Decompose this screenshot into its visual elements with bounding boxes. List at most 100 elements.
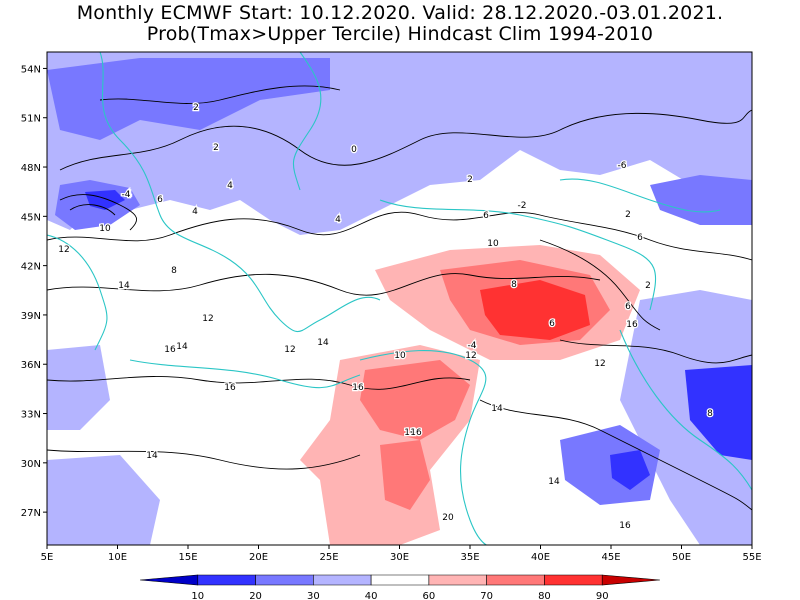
colorbar-tick-label: 30: [307, 591, 320, 600]
lon-tick-label: 45E: [601, 552, 620, 563]
contour-label: 6: [157, 195, 163, 205]
contour-label: -2: [518, 201, 527, 211]
contour-line: [59, 109, 752, 171]
colorbar-tick-label: 40: [365, 591, 378, 600]
contour-lines: [47, 85, 752, 511]
contour-label: 14: [548, 477, 560, 487]
coastlines: [47, 52, 752, 545]
colorbar-segment: [313, 574, 372, 586]
prob-region-turkey-darkred: [480, 280, 590, 340]
prob-region-levant-midred: [360, 360, 470, 440]
colorbar-segment: [370, 574, 430, 586]
colorbar-tick-label: 10: [191, 591, 204, 600]
lon-tick-label: 25E: [319, 552, 338, 563]
contour-label: 20: [442, 513, 454, 523]
contour-label: 8: [707, 409, 713, 419]
lat-tick-label: 33N: [21, 410, 41, 421]
colorbar-segment: [255, 574, 314, 586]
contour-label: 4: [192, 207, 198, 217]
colorbar-tick-label: 70: [480, 591, 493, 600]
lat-tick-label: 39N: [21, 311, 41, 322]
contour-label: -4: [122, 190, 131, 200]
contour-label: 6: [637, 233, 643, 243]
lat-tick-label: 30N: [21, 459, 41, 470]
coastline: [292, 52, 322, 191]
lat-tick-label: 27N: [21, 508, 41, 519]
map-title-line2: Prob(Tmax>Upper Tercile) Hindcast Clim 1…: [146, 23, 654, 45]
contour-line: [47, 211, 752, 261]
contour-label: 8: [171, 266, 177, 276]
lon-tick-label: 50E: [672, 552, 691, 563]
contour-line: [479, 399, 752, 511]
contour-label: 14: [146, 451, 158, 461]
coastline: [47, 234, 108, 351]
contour-line: [69, 204, 116, 216]
contour-label: -4: [468, 341, 477, 351]
contour-label: 0: [351, 145, 357, 155]
lat-tick-label: 45N: [21, 212, 41, 223]
lon-tick-label: 20E: [249, 552, 268, 563]
colorbar-segment: [139, 574, 199, 586]
contour-label: 16: [404, 428, 416, 438]
coastline: [379, 199, 657, 311]
contour-label: 2: [467, 175, 473, 185]
colorbar-segment: [197, 574, 256, 586]
contour-label: 10: [394, 351, 406, 361]
contour-label: 16: [352, 383, 364, 393]
lon-tick-label: 35E: [460, 552, 479, 563]
contour-label: 4: [335, 215, 341, 225]
contour-label: -6: [618, 161, 627, 171]
contour-label: -4: [123, 190, 132, 200]
contour-line: [47, 273, 601, 296]
longitude-axis: 5E 10E 15E 20E 25E 30E 35E 40E 45E 50E 55E: [41, 545, 762, 563]
lon-tick-label: 30E: [390, 552, 409, 563]
coastline: [559, 178, 721, 213]
contour-label: 14: [176, 342, 188, 352]
lat-tick-label: 54N: [21, 64, 41, 75]
colorbar-tick-label: 80: [538, 591, 551, 600]
prob-region-caucasus-blue: [650, 175, 752, 225]
contour-line: [59, 194, 137, 231]
contour-label: 4: [227, 181, 233, 191]
contour-label: 14: [317, 338, 329, 348]
colorbar-tick-label: 20: [249, 591, 262, 600]
coastline: [359, 349, 520, 545]
contour-label: 12: [58, 245, 69, 255]
contour-label: 14: [118, 281, 130, 291]
contour-label: 12: [594, 359, 605, 369]
lon-tick-label: 10E: [108, 552, 127, 563]
contour-label: 14: [118, 281, 130, 291]
coastline: [129, 359, 361, 389]
prob-region-iran-darkblue: [685, 365, 752, 460]
map-area: [47, 52, 752, 545]
lon-tick-label: 55E: [742, 552, 761, 563]
lat-tick-label: 42N: [21, 262, 41, 273]
contour-label: 10: [99, 224, 111, 234]
contour-label: 16: [619, 521, 631, 531]
contour-label: 10: [487, 239, 499, 249]
contour-label: 16: [410, 428, 422, 438]
contour-label: 6: [549, 319, 555, 329]
prob-region-central-europe-blue: [47, 58, 330, 140]
contour-label: 12: [202, 314, 213, 324]
contour-label: 14: [491, 404, 503, 414]
contour-label: 6: [625, 302, 631, 312]
contour-line: [539, 239, 661, 331]
contour-line: [47, 449, 361, 470]
contour-label: 12: [465, 351, 476, 361]
colorbar-segment: [428, 574, 487, 586]
prob-region-arabia-darkblue: [610, 450, 650, 490]
map-title-line1: Monthly ECMWF Start: 10.12.2020. Valid: …: [76, 2, 724, 24]
colorbar: 10 20 30 40 60 70 80 90: [139, 574, 661, 600]
prob-region-west-blue: [47, 345, 110, 430]
contour-line: [47, 376, 471, 390]
colorbar-segment: [544, 574, 603, 586]
colorbar-segment: [486, 574, 545, 586]
contour-label: 16: [224, 383, 236, 393]
contour-label: 8: [511, 280, 517, 290]
contour-label: 2: [213, 143, 219, 153]
contour-label: 6: [483, 211, 489, 221]
contour-label: 2: [193, 103, 199, 113]
contour-line: [559, 339, 752, 364]
colorbar-tick-label: 90: [596, 591, 609, 600]
